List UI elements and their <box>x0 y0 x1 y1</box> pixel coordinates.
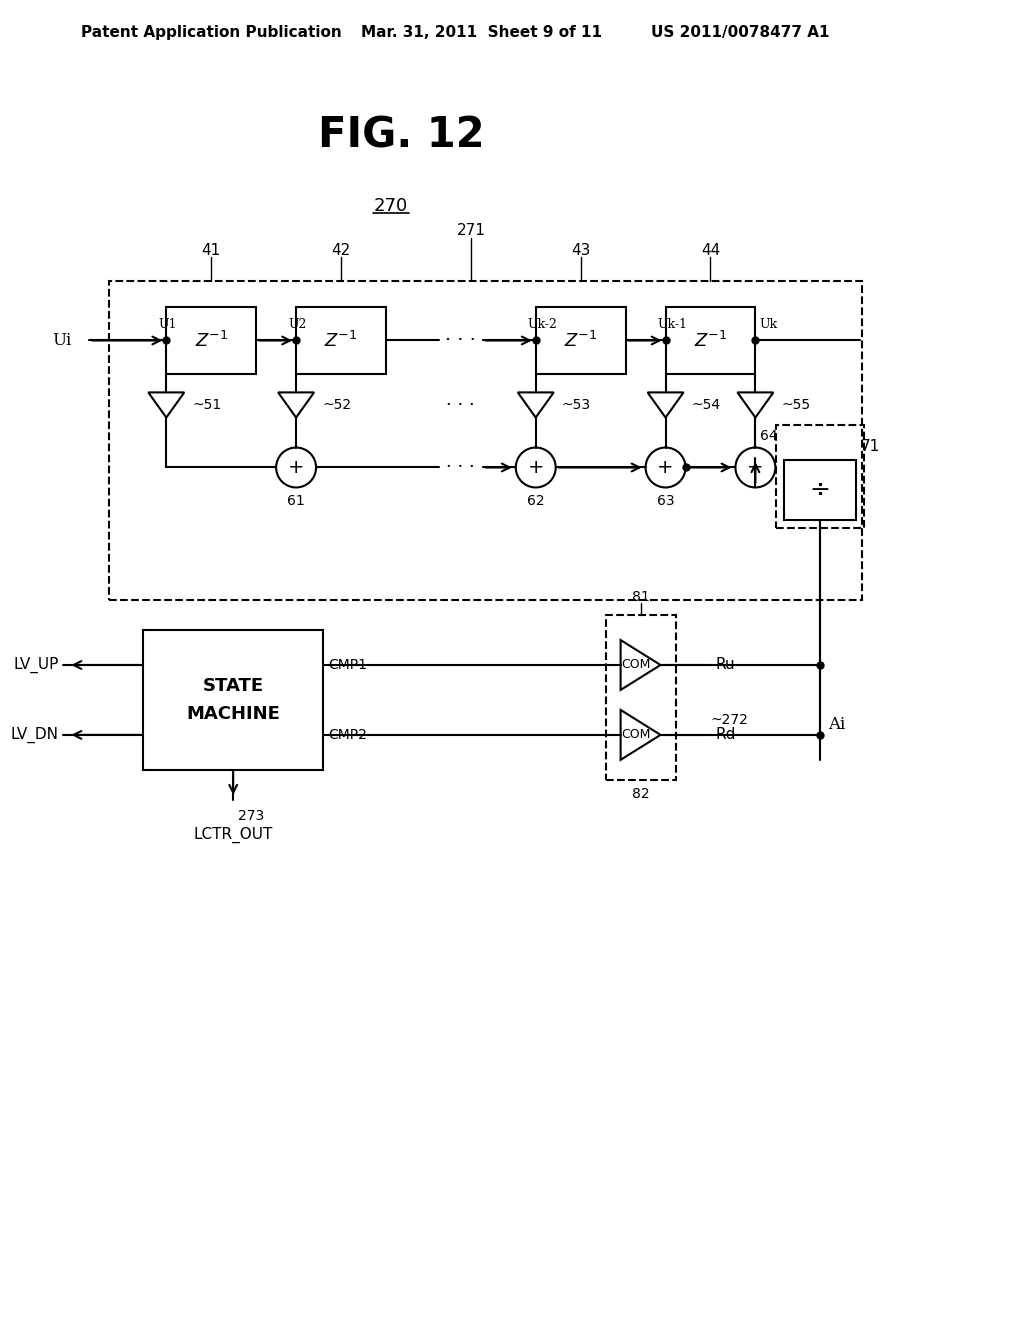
Text: $Z^{-1}$: $Z^{-1}$ <box>325 330 357 351</box>
Text: · · ·: · · · <box>446 396 475 414</box>
Text: Uk-2: Uk-2 <box>527 318 558 331</box>
Text: +: + <box>288 458 304 477</box>
Bar <box>536 306 626 375</box>
Text: ~55: ~55 <box>781 399 810 412</box>
Text: COM: COM <box>621 659 650 672</box>
Text: Ui: Ui <box>52 333 72 348</box>
Text: 43: 43 <box>571 243 591 259</box>
Text: $Z^{-1}$: $Z^{-1}$ <box>694 330 727 351</box>
Text: 64: 64 <box>761 429 778 442</box>
Bar <box>784 461 856 520</box>
Bar <box>666 306 756 375</box>
Text: $Z^{-1}$: $Z^{-1}$ <box>195 330 228 351</box>
Text: Uk-1: Uk-1 <box>657 318 687 331</box>
Text: · · ·: · · · <box>446 458 475 477</box>
Text: ÷: ÷ <box>810 478 830 502</box>
Text: $Z^{-1}$: $Z^{-1}$ <box>564 330 597 351</box>
Text: 82: 82 <box>632 787 649 801</box>
Bar <box>143 630 323 770</box>
Text: Mar. 31, 2011  Sheet 9 of 11: Mar. 31, 2011 Sheet 9 of 11 <box>361 25 602 41</box>
Text: Uk: Uk <box>760 318 777 331</box>
Bar <box>296 306 386 375</box>
Text: Ai: Ai <box>828 717 846 734</box>
Text: ~52: ~52 <box>323 399 351 412</box>
Text: 81: 81 <box>632 590 649 605</box>
Text: 44: 44 <box>700 243 720 259</box>
Text: CMP1: CMP1 <box>328 657 367 672</box>
Text: Ru: Ru <box>716 657 735 672</box>
Text: 271: 271 <box>457 223 485 238</box>
Text: 71: 71 <box>861 438 881 454</box>
Text: ~53: ~53 <box>562 399 591 412</box>
Text: 62: 62 <box>527 495 545 508</box>
Bar <box>166 306 256 375</box>
Bar <box>776 425 864 528</box>
Text: +: + <box>527 458 544 477</box>
Text: 42: 42 <box>332 243 350 259</box>
Text: MACHINE: MACHINE <box>186 705 281 723</box>
Text: ~54: ~54 <box>691 399 721 412</box>
Text: ~272: ~272 <box>711 713 749 727</box>
Text: CMP2: CMP2 <box>328 727 367 742</box>
Text: U2: U2 <box>288 318 306 331</box>
Text: Rd: Rd <box>716 727 736 742</box>
Bar <box>605 615 676 780</box>
Text: +: + <box>657 458 674 477</box>
Text: Patent Application Publication: Patent Application Publication <box>82 25 342 41</box>
Text: US 2011/0078477 A1: US 2011/0078477 A1 <box>650 25 829 41</box>
Text: 61: 61 <box>287 495 305 508</box>
Bar <box>110 281 862 601</box>
Text: U1: U1 <box>159 318 177 331</box>
Text: LV_DN: LV_DN <box>10 727 58 743</box>
Text: 63: 63 <box>656 495 675 508</box>
Text: · · ·: · · · <box>445 331 476 350</box>
Text: FIG. 12: FIG. 12 <box>317 115 484 157</box>
Text: 273: 273 <box>239 809 264 822</box>
Text: STATE: STATE <box>203 677 264 694</box>
Text: ~51: ~51 <box>193 399 221 412</box>
Text: 270: 270 <box>374 197 409 215</box>
Text: LV_UP: LV_UP <box>13 657 58 673</box>
Text: +: + <box>748 458 764 477</box>
Text: COM: COM <box>621 729 650 742</box>
Text: 41: 41 <box>202 243 221 259</box>
Text: LCTR_OUT: LCTR_OUT <box>194 826 272 843</box>
